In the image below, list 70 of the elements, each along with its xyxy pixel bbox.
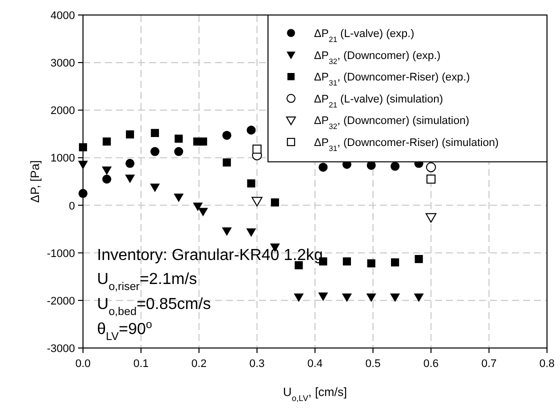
point bbox=[414, 294, 424, 302]
x-tick-label: 0.2 bbox=[191, 358, 207, 370]
point bbox=[390, 258, 400, 266]
y-axis-title: ΔP, [Pa] bbox=[28, 160, 42, 203]
point bbox=[174, 134, 183, 143]
point bbox=[390, 294, 400, 302]
point bbox=[222, 158, 231, 167]
y-tick-label: 0 bbox=[68, 200, 75, 212]
point bbox=[414, 254, 423, 264]
point bbox=[318, 162, 328, 172]
point bbox=[342, 257, 351, 266]
y-tick-label: -2000 bbox=[46, 295, 75, 308]
x-tick-label: 0.0 bbox=[75, 358, 91, 370]
x-tick-label: 0.5 bbox=[365, 358, 381, 370]
point bbox=[102, 137, 111, 146]
point bbox=[222, 227, 232, 236]
annotation: U$_{o,riser}$=2.1m/s bbox=[97, 271, 198, 293]
point bbox=[247, 179, 256, 188]
x-tick-label: 0.7 bbox=[481, 358, 497, 370]
point bbox=[150, 147, 160, 156]
legend-label: ΔP$_{32}$, (Downcomer) (simulation) bbox=[314, 115, 470, 131]
point bbox=[367, 259, 376, 268]
point bbox=[252, 144, 262, 154]
point bbox=[125, 174, 135, 184]
y-tick-label: -3000 bbox=[46, 343, 75, 355]
point bbox=[342, 294, 352, 302]
y-tick-label: 2000 bbox=[50, 105, 75, 118]
point bbox=[102, 174, 112, 184]
point bbox=[222, 130, 232, 140]
x-tick-label: 0.6 bbox=[423, 358, 439, 370]
legend-label: ΔP$_{31}$, (Downcomer-Riser) (exp.) bbox=[314, 72, 470, 88]
point bbox=[174, 194, 184, 202]
point bbox=[426, 174, 436, 184]
annotation: U$_{o,bed}$=0.85cm/s bbox=[97, 296, 211, 318]
x-tick-label: 0.3 bbox=[249, 358, 265, 370]
x-axis-title: U$_{o,LV}$, [cm/s] bbox=[283, 385, 347, 403]
y-tick-label: -1000 bbox=[46, 248, 75, 260]
point bbox=[252, 196, 262, 206]
point bbox=[199, 137, 208, 146]
point bbox=[192, 202, 203, 212]
point bbox=[318, 292, 328, 302]
x-tick-label: 0.4 bbox=[307, 358, 323, 370]
point bbox=[366, 294, 376, 302]
point bbox=[150, 128, 159, 138]
legend-label: ΔP$_{21}$ (L-valve) (exp.) bbox=[314, 28, 414, 44]
point bbox=[125, 158, 134, 168]
point bbox=[78, 160, 88, 170]
point bbox=[174, 147, 184, 156]
x-tick-label: 0.8 bbox=[539, 358, 555, 370]
legend-label: ΔP$_{31}$, (Downcomer-Riser) (simulation) bbox=[314, 137, 499, 152]
point bbox=[294, 294, 304, 302]
point bbox=[78, 188, 88, 198]
x-tick-label: 0.1 bbox=[133, 358, 149, 370]
legend-label: ΔP$_{21}$ (L-valve) (simulation) bbox=[314, 93, 443, 109]
point bbox=[246, 228, 256, 237]
legend-label: ΔP$_{32}$, (Downcomer) (exp.) bbox=[314, 50, 441, 66]
annotation: θ$_{LV}$=90$^{o}$ bbox=[97, 319, 152, 343]
point bbox=[390, 162, 400, 171]
point bbox=[270, 198, 280, 206]
point bbox=[102, 166, 112, 176]
point bbox=[426, 162, 436, 172]
point bbox=[246, 126, 256, 135]
point bbox=[126, 130, 134, 138]
point bbox=[150, 184, 160, 192]
point bbox=[426, 213, 436, 223]
y-tick-label: 1000 bbox=[50, 152, 75, 165]
y-tick-label: 3000 bbox=[50, 58, 75, 70]
y-tick-label: 4000 bbox=[50, 10, 75, 22]
point bbox=[78, 143, 88, 152]
point bbox=[198, 208, 208, 216]
